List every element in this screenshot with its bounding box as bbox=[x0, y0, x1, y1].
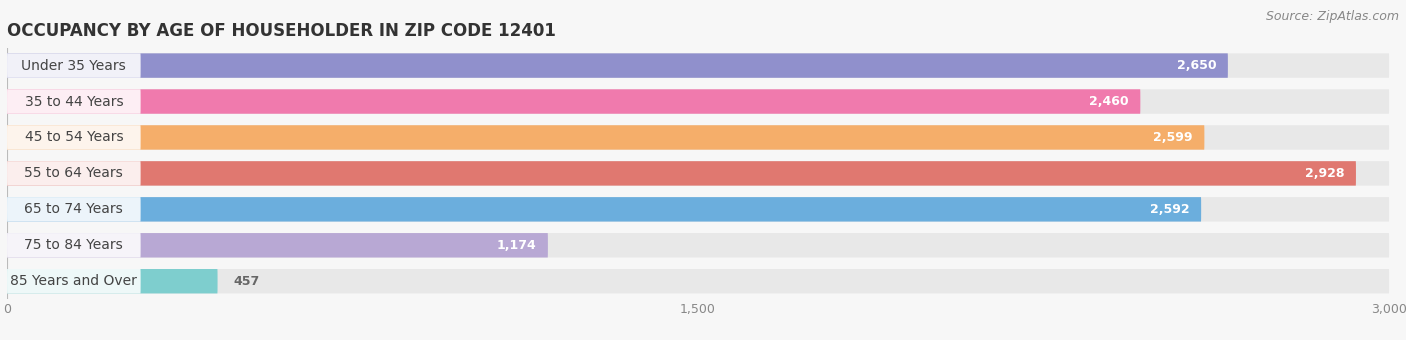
FancyBboxPatch shape bbox=[7, 125, 141, 150]
FancyBboxPatch shape bbox=[7, 89, 1389, 114]
FancyBboxPatch shape bbox=[7, 89, 141, 114]
Text: 35 to 44 Years: 35 to 44 Years bbox=[24, 95, 124, 108]
Text: 2,460: 2,460 bbox=[1090, 95, 1129, 108]
FancyBboxPatch shape bbox=[7, 53, 141, 78]
FancyBboxPatch shape bbox=[7, 53, 1227, 78]
Text: 1,174: 1,174 bbox=[496, 239, 536, 252]
Text: 2,592: 2,592 bbox=[1150, 203, 1189, 216]
FancyBboxPatch shape bbox=[7, 197, 141, 222]
FancyBboxPatch shape bbox=[7, 161, 1355, 186]
FancyBboxPatch shape bbox=[7, 233, 548, 257]
FancyBboxPatch shape bbox=[7, 53, 1389, 78]
Text: 75 to 84 Years: 75 to 84 Years bbox=[24, 238, 124, 252]
Text: OCCUPANCY BY AGE OF HOUSEHOLDER IN ZIP CODE 12401: OCCUPANCY BY AGE OF HOUSEHOLDER IN ZIP C… bbox=[7, 22, 555, 40]
FancyBboxPatch shape bbox=[7, 125, 1205, 150]
FancyBboxPatch shape bbox=[7, 269, 218, 293]
Text: 2,928: 2,928 bbox=[1305, 167, 1344, 180]
Text: 2,599: 2,599 bbox=[1153, 131, 1192, 144]
FancyBboxPatch shape bbox=[7, 161, 141, 186]
FancyBboxPatch shape bbox=[7, 161, 1389, 186]
Text: Source: ZipAtlas.com: Source: ZipAtlas.com bbox=[1265, 10, 1399, 23]
Text: 2,650: 2,650 bbox=[1177, 59, 1216, 72]
FancyBboxPatch shape bbox=[7, 197, 1201, 222]
FancyBboxPatch shape bbox=[7, 89, 1140, 114]
FancyBboxPatch shape bbox=[7, 125, 1389, 150]
FancyBboxPatch shape bbox=[7, 197, 1389, 222]
Text: 65 to 74 Years: 65 to 74 Years bbox=[24, 202, 124, 216]
FancyBboxPatch shape bbox=[7, 233, 141, 257]
Text: Under 35 Years: Under 35 Years bbox=[21, 58, 127, 72]
FancyBboxPatch shape bbox=[7, 233, 1389, 257]
Text: 45 to 54 Years: 45 to 54 Years bbox=[24, 131, 124, 144]
Text: 55 to 64 Years: 55 to 64 Years bbox=[24, 166, 124, 181]
Text: 85 Years and Over: 85 Years and Over bbox=[10, 274, 138, 288]
Text: 457: 457 bbox=[233, 275, 260, 288]
FancyBboxPatch shape bbox=[7, 269, 1389, 293]
FancyBboxPatch shape bbox=[7, 269, 141, 293]
